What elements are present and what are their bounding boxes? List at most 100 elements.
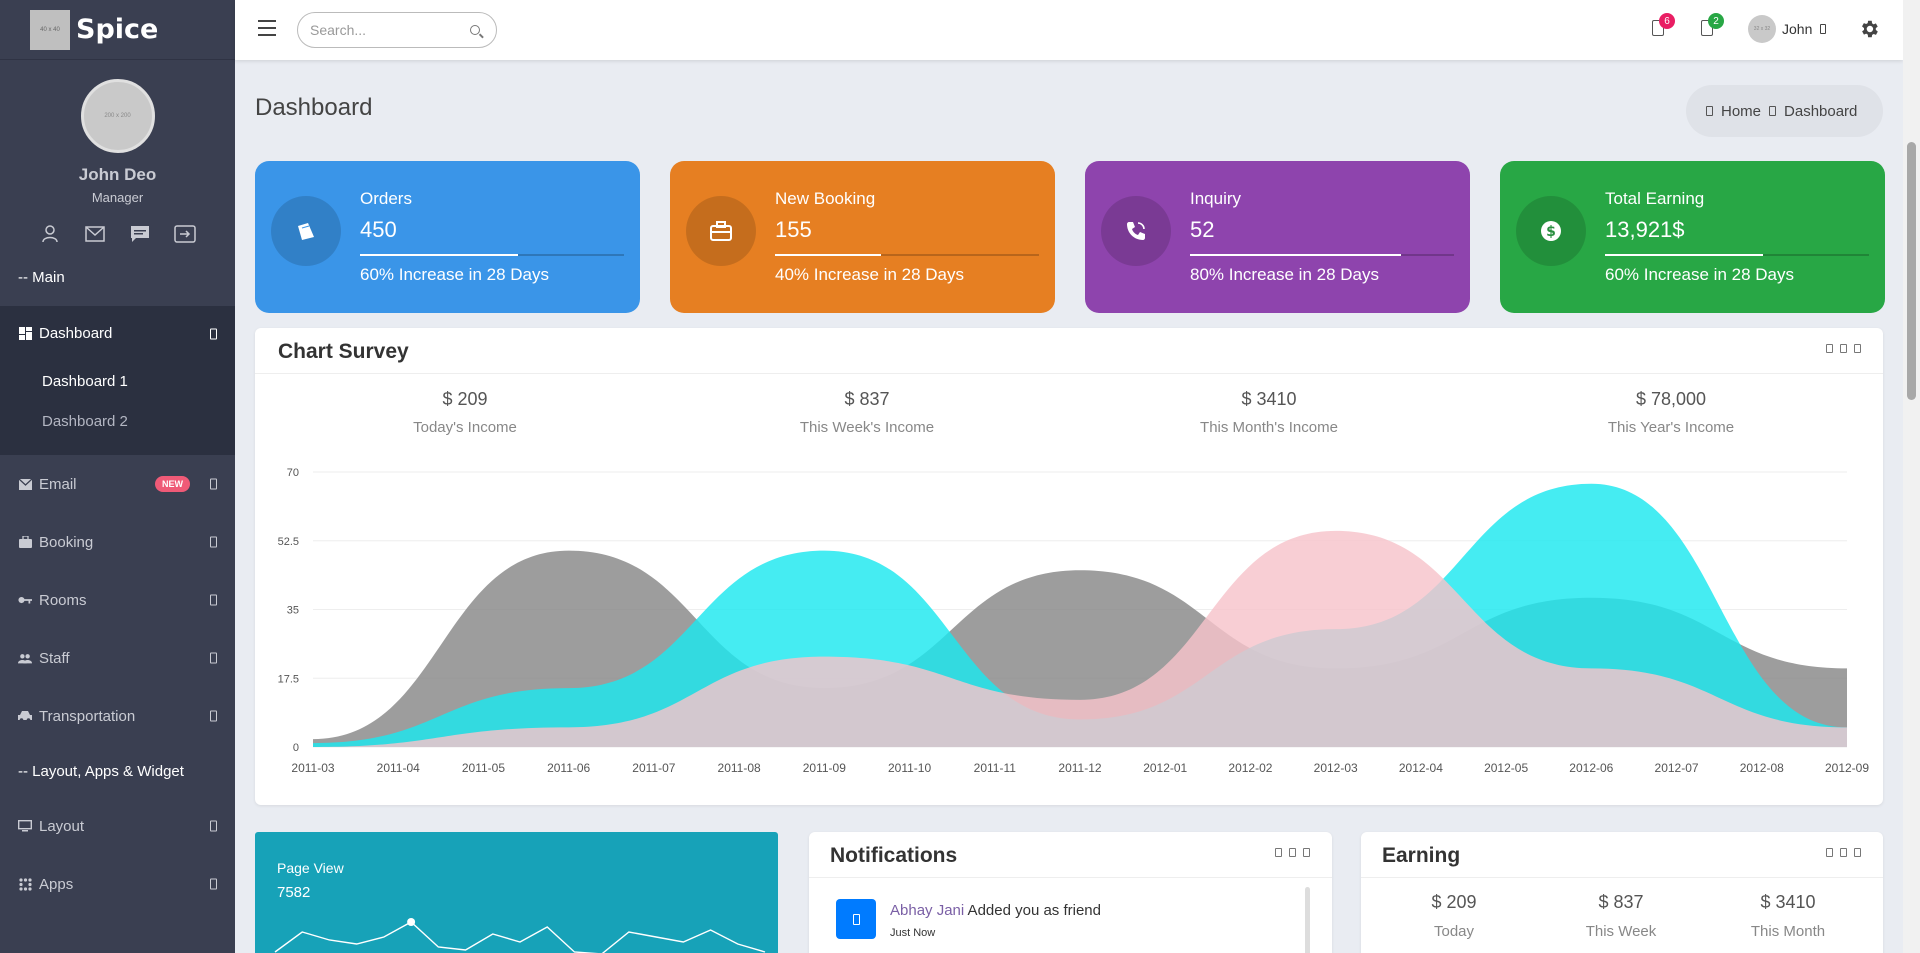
notification-count-badge: 6	[1659, 13, 1675, 29]
income-label: This Year's Income	[1607, 419, 1735, 436]
menu-toggle-icon[interactable]	[258, 20, 276, 36]
sidebar-item-label: Dashboard	[39, 325, 113, 342]
notification-text: Added you as friend	[964, 902, 1101, 919]
collapse-icon[interactable]	[1826, 848, 1833, 857]
x-tick-label: 2012-07	[1655, 761, 1699, 775]
x-tick-label: 2011-06	[547, 761, 590, 775]
brand[interactable]: 40 x 40 Spice	[0, 0, 235, 60]
sidebar-item-label: Transportation	[39, 707, 136, 725]
refresh-icon[interactable]	[1289, 848, 1296, 857]
home-icon	[1706, 106, 1713, 116]
page-view-value: 7582	[277, 884, 311, 901]
gear-icon[interactable]	[1858, 18, 1880, 40]
panel-title: Earning	[1382, 844, 1461, 867]
refresh-icon[interactable]	[1840, 848, 1847, 857]
page-view-sparkline	[274, 918, 766, 953]
submenu-item-dashboard-2[interactable]: Dashboard 2	[42, 412, 128, 430]
y-tick-label: 0	[293, 742, 299, 754]
sidebar-item-email[interactable]: Email NEW	[0, 455, 235, 513]
mail-icon[interactable]	[82, 223, 108, 245]
close-icon[interactable]	[1303, 848, 1310, 857]
income-label: This Week's Income	[799, 419, 935, 436]
earning-panel: Earning $ 209 Today $ 837 This Week $ 34…	[1361, 832, 1883, 953]
notification-user[interactable]: Abhay Jani	[890, 902, 965, 919]
collapse-icon[interactable]	[1826, 344, 1833, 353]
x-tick-label: 2012-03	[1314, 761, 1358, 775]
income-today: $ 209 Today's Income	[315, 389, 615, 436]
collapse-icon[interactable]	[1275, 848, 1282, 857]
user-menu[interactable]: 32 x 32 John	[1748, 15, 1827, 43]
x-tick-label: 2011-12	[1058, 761, 1101, 775]
earning-week: $ 837 This Week	[1546, 892, 1696, 940]
earning-today: $ 209 Today	[1379, 892, 1529, 940]
refresh-icon[interactable]	[1840, 344, 1847, 353]
x-tick-label: 2011-05	[462, 761, 505, 775]
chevron-right-icon	[1769, 106, 1777, 116]
stat-card-total-earning[interactable]: $ Total Earning 13,921$ 60% Increase in …	[1500, 161, 1885, 313]
close-icon[interactable]	[1854, 848, 1861, 857]
breadcrumb-home[interactable]: Home	[1721, 102, 1762, 120]
income-value: $ 209	[442, 389, 488, 409]
x-tick-label: 2011-07	[632, 761, 675, 775]
income-year: $ 78,000 This Year's Income	[1521, 389, 1821, 436]
stat-progress	[1605, 254, 1869, 256]
sidebar-item-label: Layout	[39, 817, 85, 835]
sidebar-item-transportation[interactable]: Transportation	[0, 687, 235, 745]
x-tick-label: 2011-03	[291, 761, 334, 775]
sparkline-path	[274, 921, 766, 953]
sidebar-item-label: Email	[39, 475, 77, 493]
tasks-icon[interactable]: 2	[1701, 13, 1724, 36]
x-tick-label: 2011-11	[974, 761, 1017, 775]
divider	[809, 877, 1332, 878]
stat-progress	[1190, 254, 1454, 256]
tasks-count-badge: 2	[1708, 13, 1724, 29]
stat-card-new-booking[interactable]: New Booking 155 40% Increase in 28 Days	[670, 161, 1055, 313]
stat-description: 60% Increase in 28 Days	[1605, 265, 1794, 284]
notifications-panel: Notifications Abhay Jani Added you as fr…	[809, 832, 1332, 953]
y-tick-label: 17.5	[278, 673, 299, 685]
sidebar-item-staff[interactable]: Staff	[0, 629, 235, 687]
submenu-item-dashboard-1[interactable]: Dashboard 1	[42, 372, 128, 390]
notification-item-icon	[836, 899, 876, 939]
stat-card-inquiry[interactable]: Inquiry 52 80% Increase in 28 Days	[1085, 161, 1470, 313]
profile-avatar[interactable]: 200 x 200	[80, 79, 155, 153]
sidebar-item-rooms[interactable]: Rooms	[0, 571, 235, 629]
notification-icon[interactable]: 6	[1652, 13, 1675, 36]
earning-value: $ 209	[1431, 892, 1477, 912]
sidebar-item-layout[interactable]: Layout	[0, 797, 235, 855]
x-tick-label: 2012-02	[1228, 761, 1272, 775]
page-title: Dashboard	[255, 94, 373, 121]
monitor-icon	[18, 819, 32, 833]
notification-item[interactable]: Abhay Jani Added you as friend Just Now	[836, 899, 1101, 939]
stat-card-orders[interactable]: Orders 450 60% Increase in 28 Days	[255, 161, 640, 313]
briefcase-icon	[18, 535, 32, 549]
page-scrollbar[interactable]	[1903, 0, 1920, 953]
stat-value: 13,921$	[1605, 217, 1685, 242]
notifications-scrollbar[interactable]	[1305, 887, 1310, 953]
sidebar: 40 x 40 Spice 200 x 200 John Deo Manager…	[0, 0, 235, 953]
chevron-down-icon	[210, 328, 217, 339]
x-tick-label: 2012-06	[1569, 761, 1613, 775]
income-month: $ 3410 This Month's Income	[1119, 389, 1419, 436]
scrollbar-thumb[interactable]	[1907, 142, 1916, 400]
stat-value: 52	[1190, 217, 1215, 242]
sidebar-item-label: Booking	[39, 533, 94, 551]
key-icon	[18, 593, 32, 607]
area-series-2	[313, 530, 1847, 747]
chevron-right-icon	[210, 594, 217, 606]
sidebar-item-dashboard[interactable]: Dashboard	[0, 306, 235, 361]
chevron-right-icon	[210, 478, 217, 490]
user-icon[interactable]	[37, 223, 63, 245]
logout-icon[interactable]	[172, 223, 198, 245]
stat-description: 80% Increase in 28 Days	[1190, 265, 1379, 284]
sidebar-item-booking[interactable]: Booking	[0, 513, 235, 571]
close-icon[interactable]	[1854, 344, 1861, 353]
sidebar-item-apps[interactable]: Apps	[0, 855, 235, 913]
earning-label: This Week	[1585, 923, 1657, 940]
search-icon[interactable]	[470, 25, 480, 35]
search-input[interactable]: Search...	[297, 12, 497, 48]
chat-icon[interactable]	[127, 223, 153, 245]
stat-title: Orders	[360, 189, 412, 208]
briefcase-icon	[686, 196, 756, 266]
chevron-right-icon	[210, 710, 217, 722]
